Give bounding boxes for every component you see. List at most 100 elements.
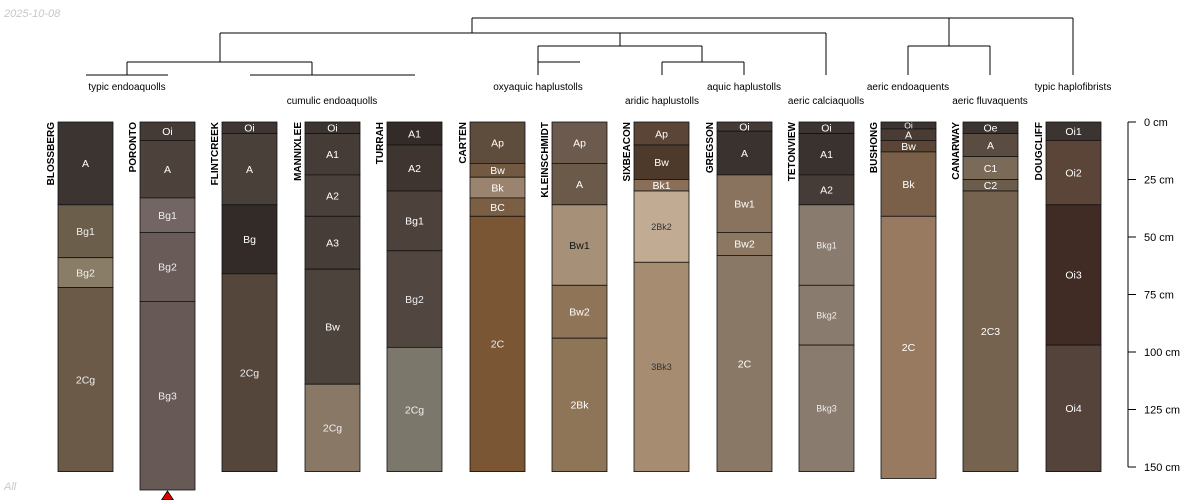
horizon-flintcreek-2cg xyxy=(221,273,278,472)
horizon-bushong-bk xyxy=(880,151,937,217)
profile-tetonview: Oi A1 A2 Bkg1 Bkg2 Bkg3 TETONVIEW xyxy=(787,121,855,473)
horizon-tetonview-bkg3 xyxy=(798,344,855,473)
horizon-label: A xyxy=(987,140,994,152)
horizon-label: 2C xyxy=(902,342,916,354)
horizon-canarway-2c3 xyxy=(962,190,1019,473)
taxonomy-labels: typic endoaquolls cumulic endoaquolls oxya… xyxy=(88,82,1111,107)
horizon-label: Oi xyxy=(739,121,750,133)
depth-tick-label: 0 cm xyxy=(1144,117,1168,129)
depth-tick-label: 150 cm xyxy=(1144,462,1180,474)
horizon-label: 2Cg xyxy=(323,423,342,435)
horizon-label: 2Cg xyxy=(76,374,95,386)
horizon-label: Ap xyxy=(655,128,668,140)
horizon-label: Bg1 xyxy=(76,226,95,238)
horizon-label: Oi xyxy=(162,126,173,138)
depth-tick-label: 100 cm xyxy=(1144,347,1180,359)
profile-name: CANARWAY xyxy=(951,122,962,180)
horizon-blossberg-a xyxy=(57,121,114,206)
horizon-bushong-2c xyxy=(880,215,937,479)
horizon-carten-ap xyxy=(469,121,526,164)
profile-name: SIXBEACON xyxy=(622,122,633,181)
horizon-label: BC xyxy=(490,202,505,214)
horizon-label: Ap xyxy=(491,137,504,149)
profile-canarway: Oe A C1 C2 2C3 CANARWAY xyxy=(951,121,1019,473)
horizon-label: Bg2 xyxy=(158,262,177,274)
profile-name: DOUGCLIFF xyxy=(1034,122,1045,180)
horizon-label: 2Cg xyxy=(405,404,424,416)
horizon-dougcliff-oi2 xyxy=(1045,139,1102,206)
profile-flintcreek: Oi A Bg 2Cg FLINTCREEK xyxy=(210,121,278,472)
horizon-label: C1 xyxy=(984,163,998,175)
horizon-label: Bw xyxy=(490,165,505,177)
profile-name: GREGSON xyxy=(705,122,716,173)
horizon-label: Oi xyxy=(244,123,255,135)
horizon-label: Oi xyxy=(904,121,913,131)
horizon-label: Oi4 xyxy=(1065,403,1082,415)
horizon-turrah-a2 xyxy=(386,144,443,192)
horizon-mannixlee-bw xyxy=(304,268,361,385)
depth-tick-label: 50 cm xyxy=(1144,232,1174,244)
horizon-label: A xyxy=(905,129,912,141)
profile-name: KLEINSCHMIDT xyxy=(540,122,551,198)
horizon-turrah-2cg xyxy=(386,346,443,472)
horizon-label: A1 xyxy=(408,128,421,140)
truncation-marker xyxy=(161,490,174,500)
horizon-blossberg-2cg xyxy=(57,287,114,473)
horizon-label: Bg2 xyxy=(76,267,95,279)
profile-name: BUSHONG xyxy=(869,122,880,173)
profile-poronto: Oi A Bg1 Bg2 Bg3 PORONTO xyxy=(128,121,196,500)
horizon-sixbeacon-3bk3 xyxy=(633,261,690,472)
horizon-turrah-bg1 xyxy=(386,190,443,252)
horizon-label: A1 xyxy=(326,149,339,161)
horizon-label: Bk xyxy=(902,179,915,191)
horizon-label: A xyxy=(576,179,583,191)
taxon-label-oxyaquic-haplustolls: oxyaquic haplustolls xyxy=(493,82,583,93)
horizon-flintcreek-bg xyxy=(221,204,278,275)
horizon-turrah-bg2 xyxy=(386,250,443,348)
horizon-label: A2 xyxy=(408,163,421,175)
profile-kleinschmidt: Ap A Bw1 Bw2 2Bk KLEINSCHMIDT xyxy=(540,121,608,473)
dendrogram xyxy=(86,17,1074,76)
horizon-label: Oi xyxy=(327,123,338,135)
horizon-label: Oe xyxy=(983,123,997,135)
horizon-label: 2C xyxy=(738,358,752,370)
horizon-label: Bg1 xyxy=(405,216,424,228)
subset-label: All xyxy=(4,481,17,493)
profile-name: MANNIXLEE xyxy=(293,122,304,181)
horizon-label: A2 xyxy=(326,190,339,202)
horizon-dougcliff-oi4 xyxy=(1045,344,1102,473)
horizon-label: A xyxy=(164,164,171,176)
horizon-label: A3 xyxy=(326,238,339,250)
horizon-label: A1 xyxy=(820,149,833,161)
horizon-poronto-bg3 xyxy=(139,300,196,491)
profile-name: FLINTCREEK xyxy=(210,121,221,185)
taxon-label-aeric-calciaquolls: aeric calciaquolls xyxy=(788,96,864,107)
horizon-label: Bw xyxy=(654,157,669,169)
horizon-mannixlee-a2 xyxy=(304,174,361,217)
horizon-label: Bk xyxy=(491,182,504,194)
horizon-sixbeacon-bw xyxy=(633,144,690,180)
horizon-flintcreek-a xyxy=(221,133,278,206)
horizon-label: 2C3 xyxy=(981,326,1000,338)
horizon-label: Bw1 xyxy=(569,240,590,252)
horizon-label: 2Bk2 xyxy=(651,222,672,232)
horizon-label: Bkg2 xyxy=(816,310,837,320)
profile-blossberg: A Bg1 Bg2 2Cg BLOSSBERG xyxy=(46,121,114,473)
taxon-label-aquic-haplustolls: aquic haplustolls xyxy=(707,82,781,93)
horizon-dougcliff-oi3 xyxy=(1045,204,1102,346)
horizon-label: Bk1 xyxy=(652,180,670,192)
horizon-kleinschmidt-bw1 xyxy=(551,204,608,286)
horizon-label: Bw1 xyxy=(734,198,755,210)
horizon-tetonview-bkg2 xyxy=(798,284,855,346)
horizon-tetonview-a2 xyxy=(798,174,855,206)
horizon-tetonview-bkg1 xyxy=(798,204,855,286)
horizon-label: 2Cg xyxy=(240,367,259,379)
horizon-blossberg-bg1 xyxy=(57,204,114,259)
horizon-label: 2Bk xyxy=(570,400,589,412)
horizon-label: Oi2 xyxy=(1065,167,1082,179)
horizon-mannixlee-2cg xyxy=(304,383,361,473)
profile-dougcliff: Oi1 Oi2 Oi3 Oi4 DOUGCLIFF xyxy=(1034,121,1102,473)
profile-name: CARTEN xyxy=(458,122,469,164)
taxon-label-aeric-fluvaquents: aeric fluvaquents xyxy=(952,96,1028,107)
